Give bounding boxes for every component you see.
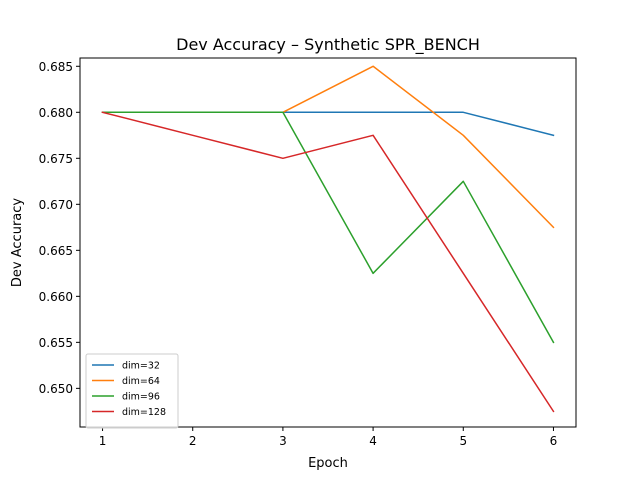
x-tick-label: 4 [369,434,377,448]
y-tick-label: 0.655 [39,336,73,350]
legend: dim=32 dim=64 dim=96 dim=128 [85,353,179,429]
plot-frame [79,57,577,428]
legend-entry-label: dim=96 [122,392,160,403]
y-axis-ticks: 0.650 0.655 0.660 0.665 0.670 0.675 0.680 0.685 [39,60,80,396]
x-axis-ticks: 1 2 3 4 5 6 [99,427,558,448]
x-tick-label: 3 [279,434,287,448]
y-tick-label: 0.685 [39,60,73,74]
series-layer [101,65,555,413]
y-tick-label: 0.660 [39,290,73,304]
series-line-dim-128 [101,111,555,413]
legend-entry-label: dim=128 [122,407,166,418]
x-tick-label: 1 [99,434,107,448]
y-tick-label: 0.680 [39,106,73,120]
series-line-dim-96 [101,111,555,344]
y-tick-label: 0.670 [39,198,73,212]
chart-title: Dev Accuracy – Synthetic SPR_BENCH [176,35,480,55]
x-tick-label: 6 [550,434,558,448]
y-tick-label: 0.675 [39,152,73,166]
y-axis-label: Dev Accuracy [10,198,25,287]
legend-entry-label: dim=32 [122,361,160,372]
y-tick-label: 0.650 [39,382,73,396]
x-axis-label: Epoch [308,456,348,471]
y-tick-label: 0.665 [39,244,73,258]
legend-box [85,353,179,429]
legend-entry-label: dim=64 [122,376,160,387]
x-tick-label: 5 [459,434,467,448]
x-tick-label: 2 [189,434,197,448]
